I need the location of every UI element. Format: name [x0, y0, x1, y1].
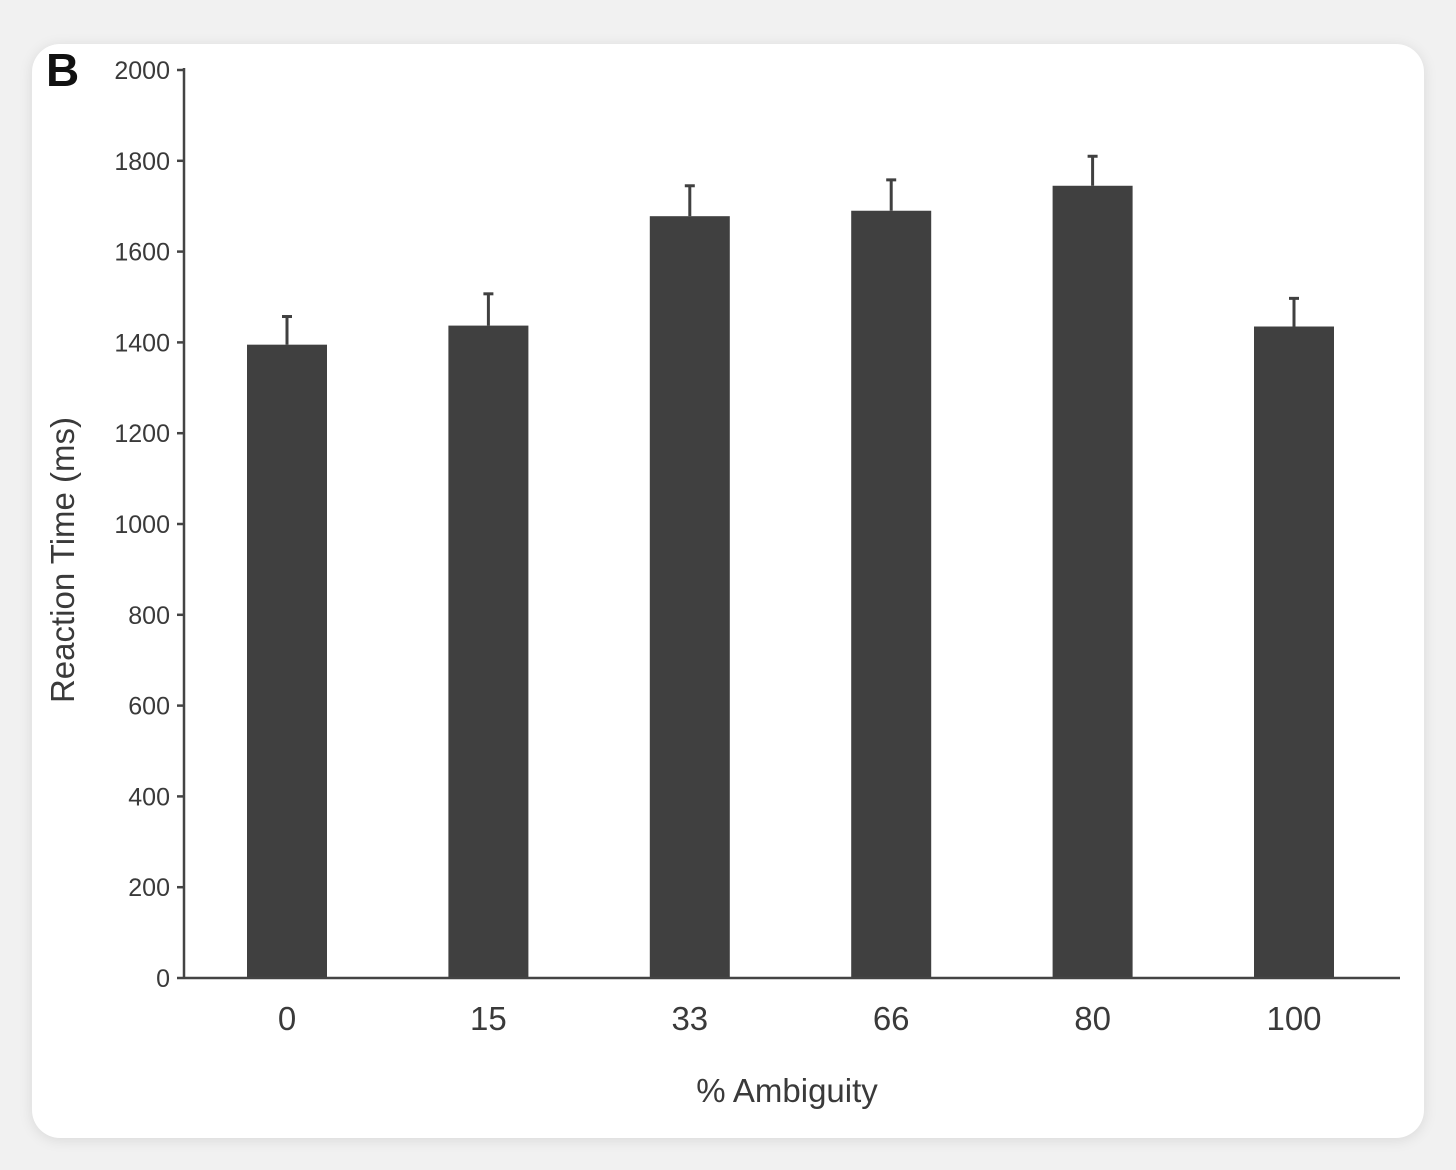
x-tick-label: 80: [1074, 1000, 1111, 1037]
y-axis: 0 200 400 600 800 1000 1200 1400 1600 1800 2000: [114, 57, 186, 993]
chart-card: B 0 200 400 600 800 1000 1200 1400 1600 1800 2000 …: [32, 44, 1424, 1138]
y-tick-label: 1000: [114, 511, 170, 539]
x-tick-label: 66: [873, 1000, 910, 1037]
bar-66: [851, 210, 932, 979]
y-tick-label: 2000: [114, 57, 170, 85]
x-tick-label: 33: [671, 1000, 708, 1037]
bar-chart: B 0200400600800100012001400160018002000 …: [44, 44, 1400, 1109]
bar-0: [247, 344, 327, 978]
y-tick-label: 800: [128, 602, 170, 630]
bar-15: [448, 325, 529, 978]
bar-80: [1052, 185, 1133, 978]
x-axis-title: % Ambiguity: [696, 1072, 878, 1109]
y-tick-label: 0: [156, 965, 170, 993]
y-tick-label: 1400: [114, 329, 170, 357]
y-tick-label: 1800: [114, 148, 170, 176]
bar-33: [649, 216, 730, 979]
x-tick-label: 100: [1266, 1000, 1321, 1037]
x-tick-label: 0: [278, 1000, 296, 1037]
y-tick-label: 400: [128, 783, 170, 811]
y-tick-label: 600: [128, 693, 170, 721]
y-tick-label: 1200: [114, 420, 170, 448]
bars: [247, 154, 1334, 979]
y-tick-label: 200: [128, 874, 170, 902]
y-tick-label: 1600: [114, 239, 170, 267]
y-axis-title: Reaction Time (ms): [44, 417, 81, 703]
panel-letter: B: [46, 44, 79, 96]
x-tick-label: 15: [470, 1000, 507, 1037]
x-axis: 0 15 33 66 80 100: [184, 976, 1400, 1037]
bar-100: [1254, 326, 1334, 978]
